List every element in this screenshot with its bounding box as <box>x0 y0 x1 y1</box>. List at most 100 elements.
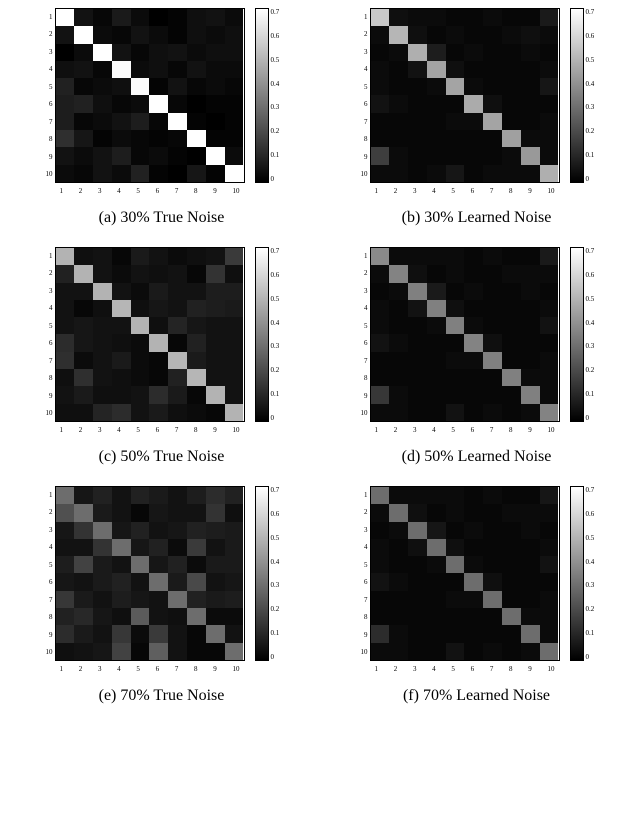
heatmap-cell <box>389 130 408 147</box>
heatmap-cell <box>149 369 168 386</box>
heatmap-cell <box>149 26 168 43</box>
heatmap-cell <box>112 300 131 317</box>
heatmap-cell <box>56 9 75 26</box>
heatmap-cell <box>187 61 206 78</box>
heatmap-cell <box>225 44 244 61</box>
ytick-label: 2 <box>356 30 368 38</box>
heatmap-cell <box>225 386 244 403</box>
heatmap-cell <box>371 248 390 265</box>
heatmap-cell <box>56 95 75 112</box>
heatmap-cell <box>427 61 446 78</box>
heatmap-cell <box>168 522 187 539</box>
heatmap-cell <box>131 487 150 504</box>
xtick-label: 9 <box>213 426 217 434</box>
heatmap-cell <box>521 248 540 265</box>
heatmap-cell <box>206 300 225 317</box>
heatmap-cell <box>371 165 390 182</box>
heatmap-wrap-a: 1234567891012345678910 <box>55 8 245 183</box>
heatmap-cell <box>131 591 150 608</box>
heatmap-cell <box>187 95 206 112</box>
heatmap-cell <box>483 317 502 334</box>
heatmap-cell <box>93 556 112 573</box>
heatmap-cell <box>540 369 559 386</box>
caption-c: (c) 50% True Noise <box>99 448 225 466</box>
heatmap-cell <box>464 369 483 386</box>
heatmap-cell <box>112 9 131 26</box>
colorbar-tick-label: 0.7 <box>586 8 606 16</box>
heatmap-cell <box>131 608 150 625</box>
heatmap-cell <box>225 625 244 642</box>
xtick-label: 6 <box>156 187 160 195</box>
heatmap-cell <box>408 522 427 539</box>
heatmap-cell <box>206 522 225 539</box>
ytick-label: 1 <box>356 252 368 260</box>
heatmap-cell <box>464 504 483 521</box>
colorbar-tick-label: 0.6 <box>271 510 291 518</box>
heatmap-cell <box>408 539 427 556</box>
xtick-label: 4 <box>117 187 121 195</box>
ytick-label: 5 <box>356 322 368 330</box>
colorbar-ticks-e: 0.70.60.50.40.30.20.10 <box>271 486 291 661</box>
heatmap-cell <box>427 283 446 300</box>
heatmap-cell <box>408 165 427 182</box>
heatmap-cell <box>521 283 540 300</box>
heatmap-cell <box>168 487 187 504</box>
ytick-label: 6 <box>356 578 368 586</box>
heatmap-cell <box>446 283 465 300</box>
heatmap-cell <box>74 26 93 43</box>
xtick-label: 4 <box>117 426 121 434</box>
heatmap-cell <box>149 643 168 660</box>
heatmap-cell <box>540 591 559 608</box>
heatmap-cell <box>56 300 75 317</box>
heatmap-cell <box>371 369 390 386</box>
heatmap-cell <box>74 643 93 660</box>
heatmap-cell <box>483 165 502 182</box>
heatmap-cell <box>464 625 483 642</box>
xtick-label: 6 <box>156 426 160 434</box>
heatmap-cell <box>427 625 446 642</box>
heatmap-cell <box>131 265 150 282</box>
heatmap-cell <box>93 130 112 147</box>
heatmap-cell <box>521 9 540 26</box>
heatmap-cell <box>93 386 112 403</box>
heatmap-cell <box>112 147 131 164</box>
colorbar-ticks-f: 0.70.60.50.40.30.20.10 <box>586 486 606 661</box>
heatmap-cell <box>371 61 390 78</box>
xtick-label: 7 <box>175 187 179 195</box>
heatmap-cell <box>483 95 502 112</box>
heatmap-cell <box>502 147 521 164</box>
colorbar-c <box>255 247 269 422</box>
heatmap-cell <box>168 625 187 642</box>
heatmap-cell <box>371 317 390 334</box>
heatmap-cell <box>112 608 131 625</box>
heatmap-cell <box>483 556 502 573</box>
heatmap-cell <box>502 113 521 130</box>
heatmap-cell <box>521 334 540 351</box>
heatmap-cell <box>540 625 559 642</box>
heatmap-cell <box>225 643 244 660</box>
xtick-label: 4 <box>117 665 121 673</box>
heatmap-cell <box>187 369 206 386</box>
heatmap-cell <box>187 113 206 130</box>
heatmap-cell <box>149 522 168 539</box>
heatmap-cell <box>131 404 150 421</box>
xtick-label: 3 <box>98 187 102 195</box>
heatmap-cell <box>168 283 187 300</box>
heatmap-cell <box>225 130 244 147</box>
heatmap-cell <box>521 147 540 164</box>
heatmap-cell <box>464 113 483 130</box>
heatmap-cell <box>464 643 483 660</box>
heatmap-cell <box>149 61 168 78</box>
heatmap-cell <box>225 248 244 265</box>
heatmap-cell <box>56 556 75 573</box>
heatmap-cell <box>131 334 150 351</box>
heatmap-cell <box>168 608 187 625</box>
heatmap-cell <box>446 643 465 660</box>
chartbox-d: 12345678910123456789100.70.60.50.40.30.2… <box>370 247 584 422</box>
xtick-label: 3 <box>413 187 417 195</box>
heatmap-cell <box>446 78 465 95</box>
heatmap-cell <box>483 44 502 61</box>
heatmap-cell <box>408 283 427 300</box>
yticks-d: 12345678910 <box>356 247 368 422</box>
heatmap-cell <box>521 352 540 369</box>
